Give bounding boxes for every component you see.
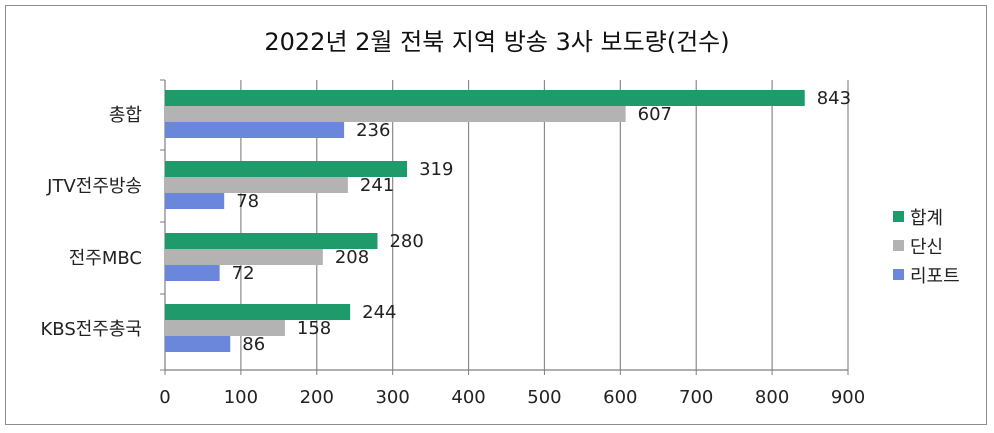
legend-item-hapgye: 합계 [893, 202, 960, 231]
bar-0 [165, 233, 378, 249]
x-tick-label: 300 [375, 387, 409, 408]
legend-item-dansin: 단신 [893, 231, 960, 260]
x-tick-label: 700 [679, 387, 713, 408]
bar-2 [165, 193, 225, 209]
bar-1 [165, 320, 285, 336]
legend-label-report: 리포트 [910, 265, 960, 287]
data-label: 607 [638, 104, 672, 125]
bar-1 [165, 106, 626, 122]
chart-frame [5, 5, 987, 425]
data-label: 86 [242, 334, 265, 355]
data-label: 208 [335, 247, 369, 268]
data-label: 72 [232, 263, 255, 284]
data-label: 78 [236, 191, 259, 212]
legend-swatch-dansin [893, 240, 904, 251]
x-tick-label: 0 [159, 387, 170, 408]
data-label: 244 [362, 302, 396, 323]
category-label: JTV전주방송 [46, 176, 142, 197]
bar-0 [165, 304, 351, 320]
legend-item-report: 리포트 [893, 260, 960, 289]
category-label: KBS전주총국 [40, 319, 142, 340]
legend-swatch-report [893, 269, 904, 280]
bar-0 [165, 90, 805, 106]
legend: 합계 단신 리포트 [893, 202, 960, 289]
chart-title: 2022년 2월 전북 지역 방송 3사 보도량(건수) [264, 28, 730, 56]
legend-label-dansin: 단신 [910, 236, 944, 258]
data-label: 158 [297, 318, 331, 339]
data-label: 280 [389, 231, 423, 252]
x-tick-label: 400 [451, 387, 485, 408]
data-label: 319 [419, 159, 453, 180]
bar-1 [165, 249, 323, 265]
category-label: 총합 [109, 105, 142, 126]
legend-swatch-hapgye [893, 211, 904, 222]
data-label: 236 [356, 120, 390, 141]
bar-2 [165, 265, 220, 281]
legend-label-hapgye: 합계 [910, 207, 944, 229]
category-label: 전주MBC [69, 248, 142, 269]
bar-2 [165, 122, 345, 138]
bar-2 [165, 336, 231, 352]
x-tick-label: 800 [755, 387, 789, 408]
x-tick-label: 600 [603, 387, 637, 408]
data-label: 241 [360, 175, 394, 196]
x-tick-label: 200 [300, 387, 334, 408]
bar-1 [165, 177, 348, 193]
x-tick-label: 900 [831, 387, 865, 408]
x-tick-label: 500 [527, 387, 561, 408]
x-tick-label: 100 [224, 387, 258, 408]
data-label: 843 [817, 88, 851, 109]
bar-0 [165, 161, 408, 177]
